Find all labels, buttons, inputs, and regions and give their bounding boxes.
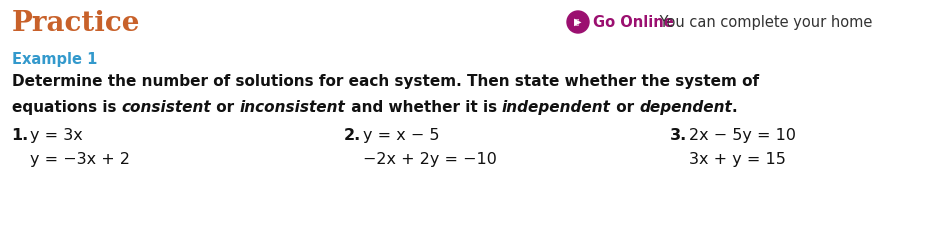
Text: Go Online: Go Online [593,14,673,29]
Text: consistent: consistent [122,100,211,115]
Text: equations is: equations is [12,100,122,115]
Text: ▶: ▶ [574,17,582,27]
Text: y = 3x: y = 3x [31,128,83,143]
Text: ⮞: ⮞ [575,19,579,25]
Text: 2x − 5y = 10: 2x − 5y = 10 [689,128,796,143]
Text: y = x − 5: y = x − 5 [364,128,440,143]
Text: or: or [211,100,240,115]
Text: Determine the number of solutions for each system. Then state whether the system: Determine the number of solutions for ea… [12,74,759,89]
Text: .: . [732,100,737,115]
Text: or: or [611,100,639,115]
Text: 3.: 3. [670,128,687,143]
Text: and whether it is: and whether it is [346,100,502,115]
Text: Example 1: Example 1 [12,52,98,67]
Text: −2x + 2y = −10: −2x + 2y = −10 [364,152,498,167]
Text: 1.: 1. [11,128,29,143]
Text: 3x + y = 15: 3x + y = 15 [689,152,786,167]
Text: dependent: dependent [639,100,732,115]
Text: Practice: Practice [12,10,140,37]
Text: independent: independent [502,100,611,115]
Circle shape [567,11,589,33]
Text: You can complete your home: You can complete your home [655,14,872,29]
Text: y = −3x + 2: y = −3x + 2 [31,152,130,167]
Text: 2.: 2. [344,128,362,143]
Text: inconsistent: inconsistent [240,100,346,115]
